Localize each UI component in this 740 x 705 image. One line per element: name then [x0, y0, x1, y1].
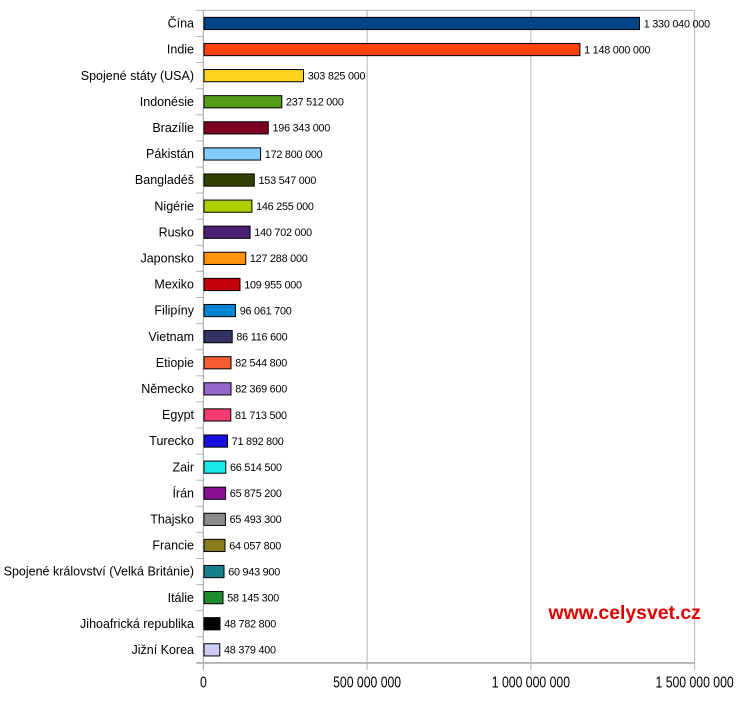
svg-text:82 369 600: 82 369 600	[235, 384, 287, 396]
svg-text:65 493 300: 65 493 300	[230, 514, 282, 526]
svg-text:Nigérie: Nigérie	[154, 199, 194, 213]
svg-text:65 875 200: 65 875 200	[230, 488, 282, 500]
svg-text:Rusko: Rusko	[159, 225, 194, 239]
svg-text:1 330 040 000: 1 330 040 000	[644, 18, 710, 30]
svg-text:Indonésie: Indonésie	[140, 95, 194, 109]
svg-text:60 943 900: 60 943 900	[228, 566, 280, 578]
svg-text:Indie: Indie	[167, 43, 194, 57]
svg-text:64 057 800: 64 057 800	[229, 540, 281, 552]
svg-text:Mexiko: Mexiko	[154, 278, 194, 292]
svg-text:172 800 000: 172 800 000	[265, 149, 323, 161]
svg-text:www.celysvet.cz: www.celysvet.cz	[548, 602, 701, 624]
svg-text:82 544 800: 82 544 800	[235, 358, 287, 370]
svg-text:1 000 000 000: 1 000 000 000	[492, 674, 570, 692]
svg-text:Japonsko: Japonsko	[140, 252, 194, 266]
svg-text:Zair: Zair	[172, 460, 194, 474]
svg-text:109 955 000: 109 955 000	[244, 279, 302, 291]
svg-text:58 145 300: 58 145 300	[227, 592, 279, 604]
svg-text:0: 0	[200, 674, 207, 692]
svg-text:48 379 400: 48 379 400	[224, 645, 276, 657]
svg-text:1 148 000 000: 1 148 000 000	[584, 44, 650, 56]
svg-text:Vietnam: Vietnam	[148, 330, 194, 344]
svg-text:86 116 600: 86 116 600	[236, 331, 287, 343]
svg-text:Francie: Francie	[152, 539, 194, 553]
svg-text:Itálie: Itálie	[168, 591, 194, 605]
svg-text:48 782 800: 48 782 800	[224, 619, 276, 631]
svg-text:Egypt: Egypt	[162, 408, 194, 422]
svg-text:Spojené království (Velká Brit: Spojené království (Velká Británie)	[4, 565, 194, 579]
svg-text:Filipíny: Filipíny	[154, 304, 194, 318]
svg-text:81 713 500: 81 713 500	[235, 410, 287, 422]
svg-text:Spojené státy (USA): Spojené státy (USA)	[81, 69, 194, 83]
svg-text:Turecko: Turecko	[149, 434, 194, 448]
svg-text:Brazílie: Brazílie	[152, 121, 194, 135]
svg-text:140 702 000: 140 702 000	[254, 227, 312, 239]
svg-text:Thajsko: Thajsko	[150, 513, 194, 527]
svg-text:Bangladéš: Bangladéš	[135, 173, 194, 187]
svg-text:66 514 500: 66 514 500	[230, 462, 282, 474]
svg-text:Čína: Čína	[168, 16, 194, 31]
svg-text:Pákistán: Pákistán	[146, 147, 194, 161]
svg-text:237 512 000: 237 512 000	[286, 97, 344, 109]
svg-text:127 288 000: 127 288 000	[250, 253, 308, 265]
svg-text:Jižní Korea: Jižní Korea	[131, 643, 194, 657]
svg-text:96 061 700: 96 061 700	[240, 305, 292, 317]
svg-text:Etiopie: Etiopie	[156, 356, 194, 370]
svg-text:Německo: Německo	[141, 382, 194, 396]
svg-text:71 892 800: 71 892 800	[232, 436, 284, 448]
svg-text:153 547 000: 153 547 000	[259, 175, 317, 187]
svg-text:Jihoafrická republika: Jihoafrická republika	[80, 617, 194, 631]
svg-text:1 500 000 000: 1 500 000 000	[655, 674, 733, 692]
svg-text:Írán: Írán	[172, 485, 194, 500]
svg-text:146 255 000: 146 255 000	[256, 201, 314, 213]
svg-text:196 343 000: 196 343 000	[273, 123, 331, 135]
svg-text:303 825 000: 303 825 000	[308, 70, 366, 82]
svg-text:500 000 000: 500 000 000	[333, 674, 401, 692]
